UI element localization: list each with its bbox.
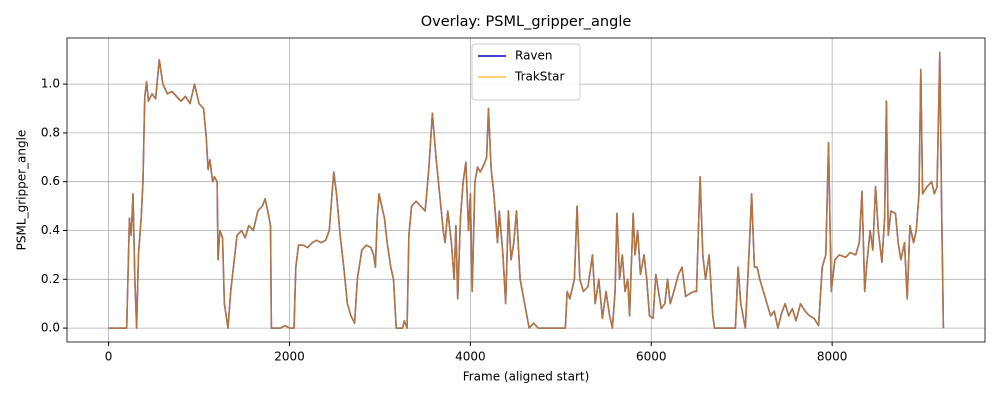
x-tick-label: 2000	[274, 350, 305, 364]
y-tick-label: 1.0	[41, 77, 60, 91]
legend-label: TrakStar	[514, 70, 564, 84]
plot-frame	[66, 37, 986, 343]
legend-label: Raven	[515, 49, 553, 63]
x-axis-label: Frame (aligned start)	[463, 370, 590, 384]
chart-title: Overlay: PSML_gripper_angle	[421, 14, 632, 30]
y-tick-label: 0.6	[41, 174, 60, 188]
x-tick-label: 4000	[455, 350, 486, 364]
x-tick-label: 0	[105, 350, 113, 364]
y-tick-label: 0.8	[41, 125, 60, 139]
y-tick-label: 0.2	[41, 272, 60, 286]
legend-box	[471, 43, 581, 101]
x-tick-label: 8000	[817, 350, 848, 364]
x-tick-label: 6000	[636, 350, 667, 364]
y-tick-label: 0.0	[41, 321, 60, 335]
y-tick-label: 0.4	[41, 223, 60, 237]
series-line	[108, 51, 945, 329]
y-axis-label: PSML_gripper_angle	[15, 130, 29, 251]
